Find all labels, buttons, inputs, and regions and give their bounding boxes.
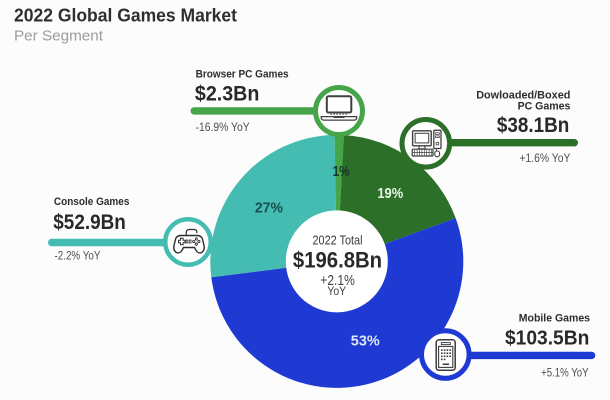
svg-text:Mobile Games: Mobile Games xyxy=(519,313,590,325)
svg-text:2022 Global Games Market: 2022 Global Games Market xyxy=(14,6,237,26)
svg-text:19%: 19% xyxy=(377,185,403,202)
svg-text:2022 Total: 2022 Total xyxy=(313,232,363,247)
svg-text:+2.1%: +2.1% xyxy=(320,273,355,289)
svg-text:+1.6% YoY: +1.6% YoY xyxy=(520,151,571,165)
svg-text:27%: 27% xyxy=(255,199,283,216)
svg-text:1%: 1% xyxy=(333,163,350,180)
svg-text:53%: 53% xyxy=(351,333,380,350)
svg-text:Per Segment: Per Segment xyxy=(14,27,104,44)
svg-text:PC Games: PC Games xyxy=(518,101,571,113)
svg-text:Dowloaded/Boxed: Dowloaded/Boxed xyxy=(476,89,570,101)
svg-text:$38.1Bn: $38.1Bn xyxy=(497,114,569,137)
svg-text:$52.9Bn: $52.9Bn xyxy=(53,211,126,234)
svg-text:Console Games: Console Games xyxy=(54,196,129,208)
svg-text:+5.1% YoY: +5.1% YoY xyxy=(541,365,589,379)
svg-text:-2.2% YoY: -2.2% YoY xyxy=(55,249,101,263)
svg-text:$103.5Bn: $103.5Bn xyxy=(505,326,589,349)
svg-text:Browser PC Games: Browser PC Games xyxy=(196,68,289,80)
svg-text:$196.8Bn: $196.8Bn xyxy=(293,248,382,273)
svg-text:$2.3Bn: $2.3Bn xyxy=(195,82,260,105)
svg-text:-16.9% YoY: -16.9% YoY xyxy=(196,120,250,134)
svg-text:YoY: YoY xyxy=(327,286,346,298)
